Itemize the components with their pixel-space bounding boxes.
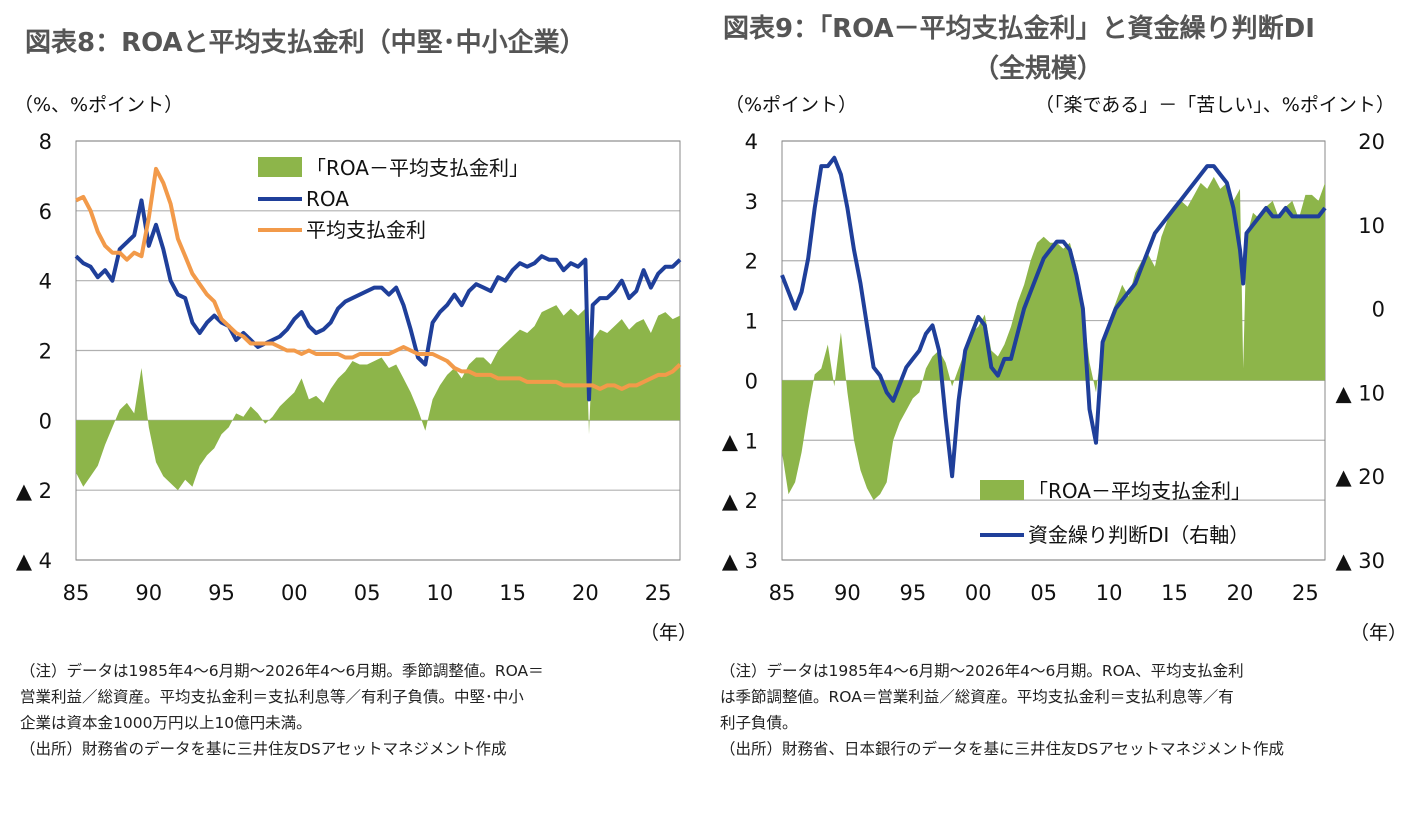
note-line: （注）データは1985年4～6月期～2026年4～6月期。季節調整値。ROA＝ <box>20 662 544 680</box>
x-tick-label: 85 <box>63 581 90 605</box>
x-tick-label: 05 <box>1030 581 1057 605</box>
y-tick-label: 2 <box>745 250 758 274</box>
legend-swatch-spread <box>258 157 302 177</box>
y2-tick-label: 20 <box>1358 130 1385 154</box>
y-tick-label: 0 <box>745 369 758 393</box>
spread-area <box>782 176 1325 501</box>
y2-tick-label: 0 <box>1372 298 1385 322</box>
y2-tick-label: ▲ 20 <box>1335 465 1385 489</box>
y2-tick-label: 10 <box>1358 214 1385 238</box>
legend-label: 平均支払金利 <box>306 218 426 242</box>
left-axis-unit: （%ポイント） <box>725 94 858 116</box>
y-tick-label: 6 <box>39 200 52 224</box>
note-line: （注）データは1985年4～6月期～2026年4～6月期。ROA、平均支払金利 <box>720 662 1244 680</box>
x-tick-label: 15 <box>1161 581 1188 605</box>
legend-label: 「ROA－平均支払金利」 <box>1028 479 1251 503</box>
x-tick-label: 90 <box>834 581 861 605</box>
x-tick-label: 00 <box>281 581 308 605</box>
y-axis-unit: （%、%ポイント） <box>14 94 184 116</box>
note-line: 利子負債。 <box>720 714 798 732</box>
x-tick-label: 10 <box>1096 581 1123 605</box>
y-tick-label: ▲ 2 <box>722 489 758 513</box>
y-tick-label: 1 <box>745 310 758 334</box>
chart-title: 図表9：「ROA－平均支払金利」と資金繰り判断DI <box>723 14 1315 44</box>
y-tick-label: 0 <box>39 409 52 433</box>
rate-line <box>75 166 682 391</box>
y-tick-label: 3 <box>745 190 758 214</box>
y-tick-label: 4 <box>39 270 52 294</box>
right-axis-unit: （「楽である」－「苦しい」、%ポイント） <box>1035 94 1395 116</box>
legend-label: 「ROA－平均支払金利」 <box>306 156 529 180</box>
chart-title: 図表8：ROAと平均支払金利（中堅･中小企業） <box>25 28 586 58</box>
y-tick-label: ▲ 3 <box>722 549 758 573</box>
chart-panel-roa-rate: 図表8：ROAと平均支払金利（中堅･中小企業） （%、%ポイント） 8 6 4 2 0 ▲… <box>0 0 700 820</box>
chart-notes: （注）データは1985年4～6月期～2026年4～6月期。季節調整値。ROA＝ … <box>20 658 544 762</box>
x-axis-unit: （年） <box>1350 622 1408 644</box>
y-tick-label: 2 <box>39 340 52 364</box>
x-tick-label: 10 <box>426 581 453 605</box>
note-line: 企業は資本金1000万円以上10億円未満。 <box>20 714 312 732</box>
x-tick-label: 00 <box>965 581 992 605</box>
y2-tick-label: ▲ 30 <box>1335 549 1385 573</box>
x-tick-label: 95 <box>208 581 235 605</box>
x-tick-label: 25 <box>645 581 672 605</box>
x-tick-label: 05 <box>354 581 381 605</box>
legend-swatch-spread <box>980 480 1024 500</box>
x-tick-label: 90 <box>135 581 162 605</box>
y-tick-label: 4 <box>745 130 758 154</box>
x-axis-unit: （年） <box>640 622 698 644</box>
x-tick-label: 85 <box>769 581 796 605</box>
y-tick-label: ▲ 1 <box>722 429 758 453</box>
source-line: （出所）財務省のデータを基に三井住友DSアセットマネジメント作成 <box>20 740 507 758</box>
x-tick-label: 95 <box>899 581 926 605</box>
x-tick-label: 15 <box>499 581 526 605</box>
x-tick-label: 20 <box>1227 581 1254 605</box>
y-tick-label: ▲ 4 <box>16 549 52 573</box>
source-line: （出所）財務省、日本銀行のデータを基に三井住友DSアセットマネジメント作成 <box>720 740 1284 758</box>
roa-line <box>74 198 682 402</box>
y2-tick-label: ▲ 10 <box>1335 381 1385 405</box>
chart-panel-spread-di: 図表9：「ROA－平均支払金利」と資金繰り判断DI （全規模） （%ポイント） … <box>705 0 1417 820</box>
x-tick-label: 20 <box>572 581 599 605</box>
legend-label: 資金繰り判断DI（右軸） <box>1028 523 1249 547</box>
di-line <box>780 155 1327 479</box>
chart-notes: （注）データは1985年4～6月期～2026年4～6月期。ROA、平均支払金利 … <box>720 658 1284 762</box>
spread-area <box>76 305 680 491</box>
note-line: は季節調整値。ROA＝営業利益／総資産。平均支払金利＝支払利息等／有 <box>720 688 1234 706</box>
x-tick-label: 25 <box>1292 581 1319 605</box>
chart-subtitle: （全規模） <box>973 54 1104 84</box>
legend-label: ROA <box>306 187 349 211</box>
y-tick-label: ▲ 2 <box>16 479 52 503</box>
note-line: 営業利益／総資産。平均支払金利＝支払利息等／有利子負債。中堅･中小 <box>20 688 524 706</box>
y-tick-label: 8 <box>39 130 52 154</box>
